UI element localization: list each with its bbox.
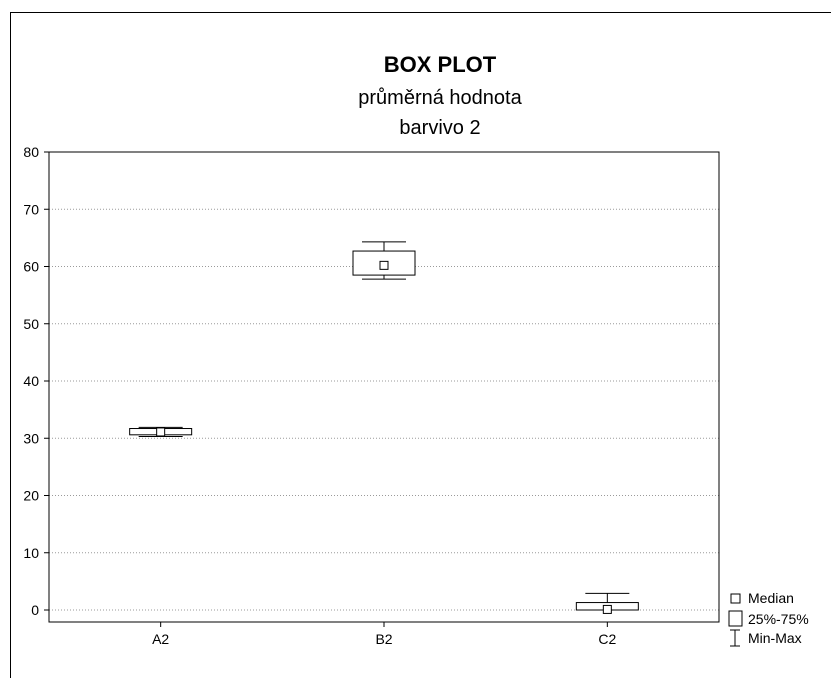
median-marker-C2 bbox=[602, 604, 612, 614]
chart-title: BOX PLOT bbox=[384, 52, 497, 77]
chart-frame bbox=[10, 12, 831, 678]
y-tick-label-30: 30 bbox=[23, 430, 39, 446]
y-tick-label-80: 80 bbox=[23, 144, 39, 160]
plot-area bbox=[48, 151, 720, 623]
median-marker-A2 bbox=[156, 427, 166, 437]
box-B2 bbox=[352, 241, 416, 280]
box-C2 bbox=[575, 592, 639, 614]
y-tick-label-10: 10 bbox=[23, 545, 39, 561]
x-tick-label-B2: B2 bbox=[375, 631, 392, 647]
legend-box-marker bbox=[728, 610, 743, 627]
y-tick-label-70: 70 bbox=[23, 201, 39, 217]
y-tick-label-50: 50 bbox=[23, 316, 39, 332]
legend-median-label: Median bbox=[748, 590, 794, 606]
legend: Median 25%-75% Min-Max bbox=[728, 590, 809, 647]
y-tick-label-0: 0 bbox=[31, 602, 39, 618]
chart-subtitle-line-1: průměrná hodnota bbox=[358, 87, 522, 109]
legend-whisker-label: Min-Max bbox=[748, 630, 802, 646]
legend-median-marker bbox=[730, 593, 741, 604]
y-tick-label-60: 60 bbox=[23, 259, 39, 275]
chart-subtitle-line-2: barvivo 2 bbox=[399, 117, 480, 139]
x-tick-label-A2: A2 bbox=[152, 631, 169, 647]
y-tick-label-40: 40 bbox=[23, 373, 39, 389]
box-A2 bbox=[129, 426, 193, 438]
y-tick-label-20: 20 bbox=[23, 488, 39, 504]
legend-box-label: 25%-75% bbox=[748, 611, 809, 627]
median-marker-B2 bbox=[379, 260, 389, 270]
x-tick-label-C2: C2 bbox=[598, 631, 616, 647]
legend-whisker-marker bbox=[730, 629, 740, 647]
